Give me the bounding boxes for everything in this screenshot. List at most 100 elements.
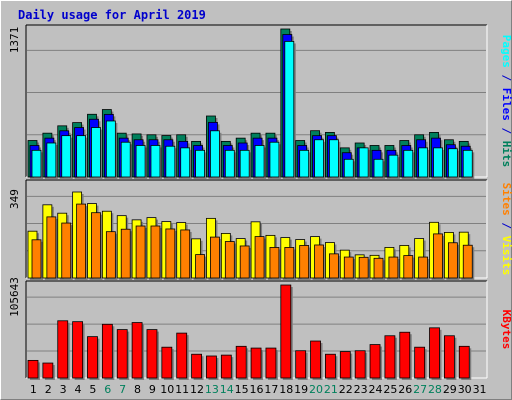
legend-item-files: Files	[500, 88, 512, 121]
x-tick-label-day-13: 13	[205, 383, 219, 396]
pages-bar-day-9	[150, 145, 161, 178]
sites-bar-day-19	[299, 245, 310, 279]
pages-bar-day-17	[269, 141, 280, 178]
kbytes-bar-day-25	[384, 335, 396, 379]
legend-separator: /	[500, 121, 512, 141]
sites-bar-day-22	[343, 256, 354, 279]
pages-bar-day-6	[105, 120, 116, 178]
x-tick-label-day-16: 16	[250, 383, 264, 396]
sites-bar-day-27	[418, 256, 429, 279]
legend-panel-1: Pages / Files / Hits	[500, 35, 512, 168]
sites-bar-day-2	[46, 216, 57, 279]
pages-bar-day-3	[61, 135, 72, 178]
sites-bar-day-25	[388, 256, 399, 279]
pages-bar-day-13	[210, 130, 220, 178]
pages-bar-day-25	[388, 154, 399, 178]
sites-bar-day-14	[224, 241, 235, 279]
kbytes-bar-day-26	[399, 331, 411, 379]
kbytes-bar-day-10	[161, 346, 173, 379]
sites-bar-day-10	[165, 228, 176, 279]
pages-bar-day-15	[239, 149, 250, 178]
pages-bar-day-20	[314, 139, 324, 178]
sites-bar-day-18	[284, 247, 295, 279]
x-tick-label-day-28: 28	[428, 383, 442, 396]
kbytes-bar-day-23	[354, 350, 366, 379]
sites-bar-day-3	[61, 222, 72, 279]
sites-bar-day-8	[135, 225, 146, 279]
pages-bar-day-18	[284, 41, 295, 178]
x-tick-label-day-10: 10	[160, 383, 174, 396]
kbytes-bar-day-5	[87, 336, 98, 379]
pages-bar-day-1	[31, 149, 42, 178]
kbytes-bar-day-15	[235, 345, 247, 379]
sites-bar-day-21	[329, 253, 339, 279]
kbytes-bar-day-9	[146, 329, 158, 379]
x-tick-label-day-24: 24	[368, 383, 382, 396]
x-tick-label-day-12: 12	[190, 383, 204, 396]
x-tick-label-day-23: 23	[354, 383, 368, 396]
ymax-label-panel-2: 349	[8, 189, 21, 209]
legend-item-pages: Pages	[500, 35, 512, 68]
pages-bar-day-22	[343, 158, 354, 178]
sites-bar-day-28	[433, 233, 443, 279]
kbytes-bar-day-3	[57, 320, 69, 379]
legend-item-hits: Hits	[500, 141, 512, 168]
legend-item-visits: Visits	[500, 236, 512, 276]
legend-item-sites: Sites	[500, 183, 512, 216]
pages-bar-day-4	[76, 135, 87, 178]
pages-bar-day-12	[195, 149, 205, 178]
kbytes-bar-day-27	[414, 346, 426, 379]
pages-bar-day-7	[120, 141, 131, 178]
kbytes-bar-day-1	[27, 359, 39, 379]
pages-bar-day-24	[373, 158, 384, 178]
x-tick-label-day-26: 26	[398, 383, 412, 396]
kbytes-bar-day-17	[265, 347, 277, 379]
pages-bar-day-8	[135, 145, 146, 178]
pages-bar-day-16	[254, 145, 265, 178]
x-tick-label-day-29: 29	[443, 383, 457, 396]
kbytes-bar-day-11	[176, 332, 188, 379]
x-tick-label-day-21: 21	[324, 383, 338, 396]
pages-bar-day-29	[447, 148, 458, 178]
pages-bar-day-21	[329, 139, 339, 178]
kbytes-bar-day-30	[458, 345, 470, 379]
kbytes-bar-day-20	[310, 340, 321, 379]
kbytes-bar-day-21	[325, 353, 336, 379]
sites-bar-day-5	[91, 212, 101, 279]
pages-bar-day-30	[462, 149, 473, 178]
pages-bar-day-5	[91, 127, 101, 178]
kbytes-bar-day-18	[280, 284, 292, 379]
sites-bar-day-24	[373, 257, 384, 279]
pages-bar-day-23	[358, 147, 369, 178]
pages-bar-day-10	[165, 145, 176, 178]
sites-bar-day-23	[358, 256, 369, 279]
sites-bar-day-17	[269, 247, 280, 279]
kbytes-bar-day-4	[72, 321, 84, 379]
sites-bar-day-4	[76, 203, 87, 279]
sites-bar-day-1	[31, 239, 42, 279]
kbytes-bar-day-19	[295, 350, 307, 379]
x-tick-label-day-5: 5	[89, 383, 96, 396]
x-tick-label-day-19: 19	[294, 383, 308, 396]
page-title: Daily usage for April 2019	[18, 8, 206, 22]
x-tick-label-day-14: 14	[220, 383, 234, 396]
x-tick-label-day-8: 8	[134, 383, 141, 396]
x-tick-label-day-27: 27	[413, 383, 427, 396]
x-tick-label-day-18: 18	[279, 383, 293, 396]
x-tick-label-day-31: 31	[473, 383, 487, 396]
legend-item-kbytes: KBytes	[500, 310, 512, 350]
kbytes-bar-day-13	[206, 355, 217, 379]
x-tick-label-day-30: 30	[458, 383, 472, 396]
kbytes-bar-day-22	[339, 351, 351, 379]
x-tick-label-day-22: 22	[339, 383, 353, 396]
legend-separator: /	[500, 216, 512, 236]
x-tick-label-day-1: 1	[30, 383, 37, 396]
x-tick-label-day-3: 3	[60, 383, 67, 396]
x-tick-label-day-25: 25	[383, 383, 397, 396]
kbytes-bar-day-6	[101, 323, 113, 379]
legend-panel-3: KBytes	[500, 310, 512, 350]
kbytes-bar-day-12	[191, 353, 202, 379]
pages-bar-day-14	[224, 149, 235, 178]
sites-bar-day-20	[314, 244, 324, 279]
